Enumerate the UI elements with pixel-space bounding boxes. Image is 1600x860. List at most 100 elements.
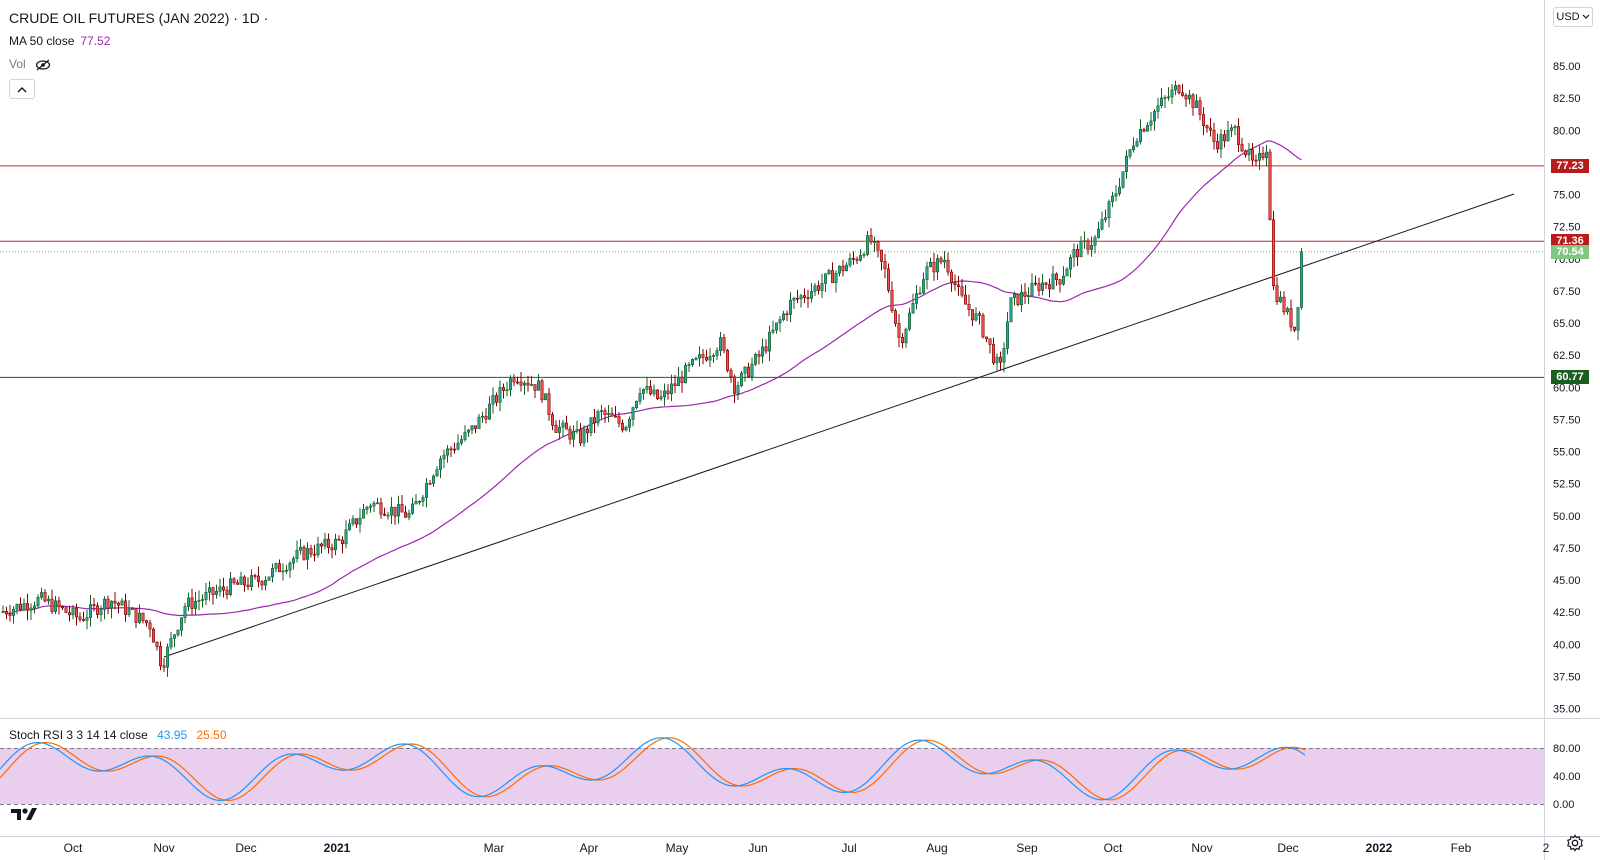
candle-body[interactable]	[806, 297, 810, 299]
candle-body[interactable]	[589, 417, 593, 434]
candle-body[interactable]	[1160, 97, 1164, 107]
candle-body[interactable]	[694, 357, 698, 360]
candle-body[interactable]	[449, 448, 453, 451]
candle-body[interactable]	[533, 384, 537, 391]
tradingview-logo[interactable]	[10, 806, 38, 826]
candle-body[interactable]	[1079, 240, 1083, 258]
candle-body[interactable]	[260, 581, 264, 586]
candle-body[interactable]	[953, 282, 957, 286]
candle-body[interactable]	[949, 271, 953, 284]
candle-body[interactable]	[1191, 94, 1195, 108]
candle-body[interactable]	[928, 261, 932, 267]
candle-body[interactable]	[1174, 85, 1178, 91]
settings-gear-icon[interactable]	[1566, 834, 1584, 852]
candle-body[interactable]	[29, 607, 33, 611]
main-pane[interactable]	[0, 0, 1544, 718]
candle-body[interactable]	[85, 617, 89, 621]
candle-body[interactable]	[855, 258, 859, 261]
candle-body[interactable]	[347, 523, 351, 531]
candle-body[interactable]	[1184, 95, 1188, 100]
candle-body[interactable]	[851, 258, 855, 260]
candle-body[interactable]	[141, 612, 145, 621]
candle-body[interactable]	[1240, 144, 1244, 152]
candle-body[interactable]	[627, 419, 631, 428]
candle-body[interactable]	[281, 570, 285, 573]
candle-body[interactable]	[498, 387, 502, 403]
candle-body[interactable]	[1247, 149, 1251, 156]
candle-body[interactable]	[477, 416, 481, 429]
candle-body[interactable]	[396, 504, 400, 517]
candle-body[interactable]	[1216, 141, 1220, 150]
candle-body[interactable]	[117, 602, 121, 606]
candle-body[interactable]	[1135, 141, 1139, 147]
candle-body[interactable]	[732, 376, 736, 394]
candle-body[interactable]	[771, 329, 775, 333]
candle-body[interactable]	[886, 268, 890, 291]
candle-body[interactable]	[372, 502, 376, 507]
candle-body[interactable]	[131, 608, 135, 610]
candle-body[interactable]	[351, 518, 355, 524]
candle-body[interactable]	[421, 497, 425, 502]
candle-body[interactable]	[792, 297, 796, 301]
candle-body[interactable]	[1058, 279, 1062, 285]
candle-body[interactable]	[456, 442, 460, 450]
candle-body[interactable]	[103, 598, 107, 610]
candle-body[interactable]	[1065, 268, 1069, 277]
candle-body[interactable]	[648, 386, 652, 395]
candle-body[interactable]	[1286, 308, 1290, 313]
candle-body[interactable]	[673, 383, 677, 386]
candle-body[interactable]	[400, 504, 404, 513]
candle-body[interactable]	[1153, 111, 1157, 122]
candle-body[interactable]	[1181, 92, 1185, 96]
candle-body[interactable]	[1083, 240, 1087, 243]
candle-body[interactable]	[606, 413, 610, 415]
eye-hidden-icon[interactable]	[35, 59, 51, 71]
candle-body[interactable]	[505, 389, 509, 392]
candle-body[interactable]	[487, 403, 491, 420]
candle-body[interactable]	[659, 396, 663, 400]
candle-body[interactable]	[718, 337, 722, 352]
candle-body[interactable]	[46, 598, 50, 602]
candle-body[interactable]	[942, 259, 946, 263]
candle-body[interactable]	[529, 384, 533, 386]
candle-body[interactable]	[340, 539, 344, 545]
candle-body[interactable]	[1114, 193, 1118, 197]
candle-body[interactable]	[1009, 297, 1013, 323]
candle-body[interactable]	[799, 295, 803, 300]
candle-body[interactable]	[662, 390, 666, 398]
candle-body[interactable]	[862, 254, 866, 256]
candle-body[interactable]	[256, 575, 260, 582]
candle-body[interactable]	[739, 372, 743, 386]
candle-body[interactable]	[1212, 129, 1216, 142]
candle-body[interactable]	[312, 553, 316, 556]
candle-body[interactable]	[750, 363, 754, 377]
candle-body[interactable]	[869, 235, 873, 243]
candle-body[interactable]	[1121, 171, 1125, 188]
candle-body[interactable]	[354, 518, 358, 525]
candle-body[interactable]	[218, 586, 222, 592]
candle-body[interactable]	[438, 458, 442, 470]
candle-body[interactable]	[22, 603, 26, 610]
candle-body[interactable]	[344, 529, 348, 545]
candle-body[interactable]	[470, 425, 474, 431]
candle-body[interactable]	[557, 426, 561, 433]
candle-body[interactable]	[820, 283, 824, 291]
candle-body[interactable]	[676, 376, 680, 386]
ma-legend[interactable]: MA 50 close 77.52	[9, 34, 110, 48]
candle-body[interactable]	[1097, 228, 1101, 238]
candle-body[interactable]	[841, 265, 845, 272]
candle-body[interactable]	[155, 641, 159, 647]
candle-body[interactable]	[617, 416, 621, 424]
candle-body[interactable]	[1, 611, 5, 613]
candle-body[interactable]	[361, 509, 365, 519]
candle-body[interactable]	[445, 448, 449, 456]
candle-body[interactable]	[379, 502, 383, 515]
candle-body[interactable]	[921, 279, 925, 294]
candle-body[interactable]	[774, 322, 778, 331]
candle-body[interactable]	[785, 313, 789, 316]
candle-body[interactable]	[967, 303, 971, 310]
candle-body[interactable]	[53, 600, 57, 612]
candle-body[interactable]	[459, 439, 463, 444]
candle-body[interactable]	[232, 578, 236, 584]
